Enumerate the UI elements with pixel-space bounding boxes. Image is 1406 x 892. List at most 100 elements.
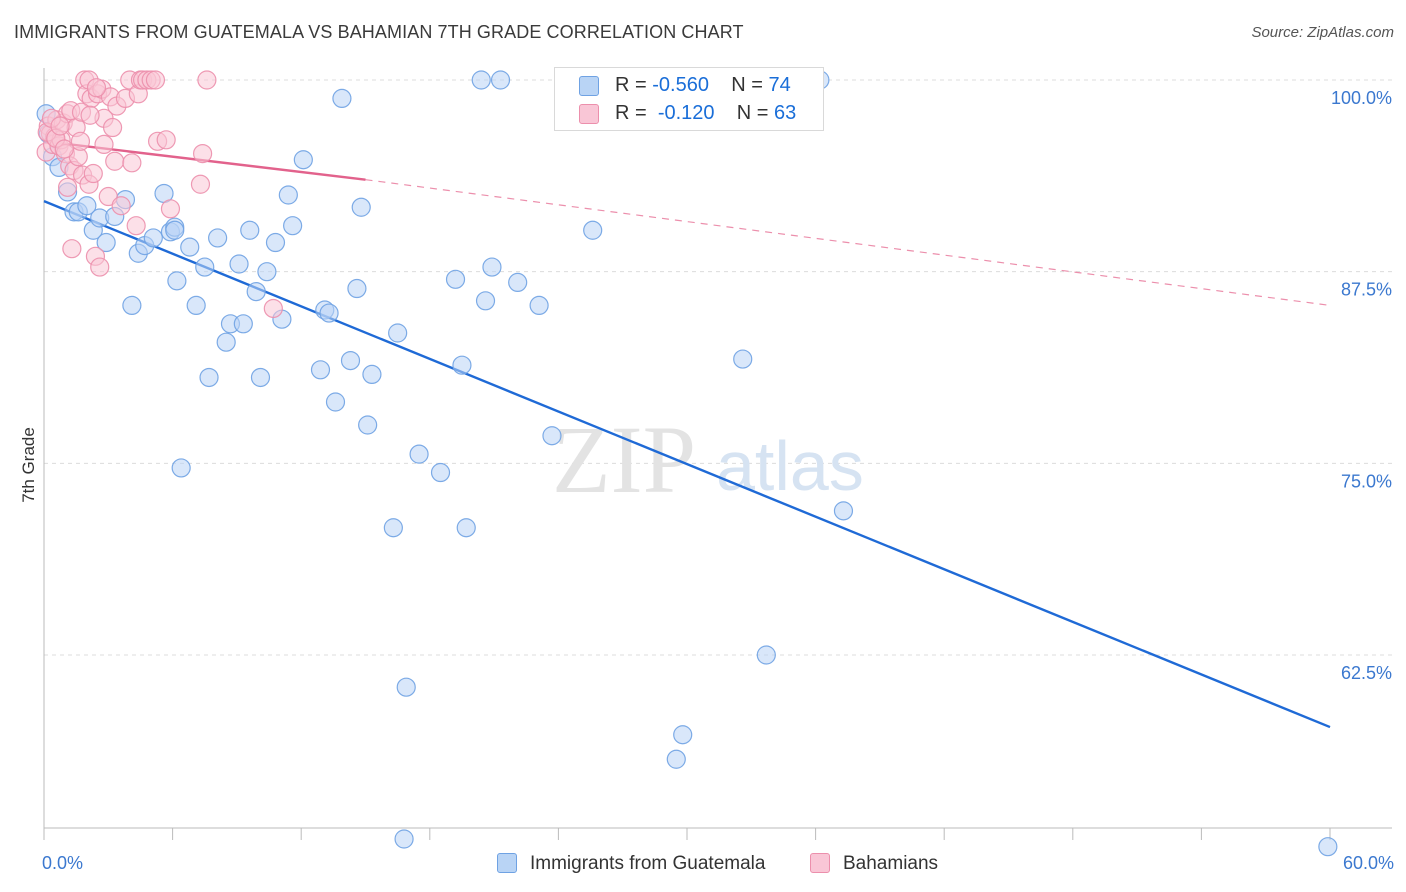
point-0-45 bbox=[332, 88, 352, 109]
series-points-1 bbox=[36, 70, 283, 319]
point-1-30 bbox=[94, 134, 114, 154]
point-1-24 bbox=[83, 163, 103, 184]
point-1-36 bbox=[111, 196, 131, 216]
point-1-52 bbox=[197, 70, 217, 90]
legend-r-label: R = bbox=[615, 74, 647, 96]
y-tick-label-0: 62.5% bbox=[1341, 663, 1392, 683]
point-0-71 bbox=[756, 645, 776, 665]
point-0-53 bbox=[394, 829, 414, 849]
point-1-48 bbox=[156, 130, 176, 150]
point-1-40 bbox=[126, 216, 146, 236]
point-1-33 bbox=[102, 117, 123, 138]
point-0-23 bbox=[180, 237, 200, 257]
point-0-28 bbox=[216, 332, 236, 352]
point-0-63 bbox=[490, 70, 511, 90]
point-0-40 bbox=[293, 150, 313, 170]
point-0-54 bbox=[396, 677, 416, 697]
point-0-44 bbox=[325, 392, 346, 412]
point-0-22 bbox=[171, 458, 191, 478]
point-0-21 bbox=[167, 271, 187, 291]
point-0-58 bbox=[452, 355, 472, 375]
point-0-10 bbox=[96, 232, 116, 253]
axes bbox=[43, 68, 1392, 840]
point-0-48 bbox=[351, 197, 371, 217]
point-0-47 bbox=[347, 278, 367, 299]
point-0-70 bbox=[733, 349, 753, 369]
point-1-49 bbox=[160, 199, 181, 219]
point-0-50 bbox=[362, 364, 382, 384]
series-name-bahamians: Bahamians bbox=[843, 853, 939, 874]
point-0-38 bbox=[278, 185, 298, 205]
data-points bbox=[36, 70, 1338, 857]
point-1-27 bbox=[90, 257, 110, 277]
point-0-25 bbox=[195, 257, 215, 277]
point-0-73 bbox=[833, 501, 854, 521]
point-0-69 bbox=[673, 725, 693, 745]
point-0-64 bbox=[508, 272, 528, 292]
point-0-46 bbox=[340, 351, 361, 371]
point-0-35 bbox=[257, 262, 277, 282]
trend-extension-bahamians bbox=[365, 179, 1331, 306]
point-0-34 bbox=[250, 367, 271, 388]
source-credit: Source: ZipAtlas.com bbox=[1251, 24, 1394, 41]
point-0-55 bbox=[409, 444, 429, 464]
point-0-32 bbox=[240, 220, 260, 240]
y-tick-label-3: 100.0% bbox=[1331, 88, 1392, 108]
y-tick-label-2: 87.5% bbox=[1341, 280, 1392, 300]
legend-swatch-guatemala bbox=[579, 76, 599, 96]
point-0-43 bbox=[319, 303, 339, 323]
tick-labels: 62.5% 75.0% 87.5% 100.0% 0.0% 60.0% bbox=[42, 88, 1394, 873]
point-0-41 bbox=[310, 360, 331, 380]
point-0-26 bbox=[199, 367, 219, 388]
legend-n-value: 63 bbox=[774, 102, 797, 124]
point-0-49 bbox=[358, 415, 378, 435]
point-0-65 bbox=[529, 295, 549, 315]
point-1-61 bbox=[80, 105, 100, 125]
series-swatch-guatemala bbox=[497, 853, 517, 873]
point-0-52 bbox=[388, 323, 408, 343]
legend-swatch-bahamians bbox=[579, 104, 599, 124]
point-0-56 bbox=[430, 462, 451, 483]
point-0-57 bbox=[445, 269, 466, 289]
correlation-legend: R = -0.560 N = 74 R = -0.120 N = 63 bbox=[554, 67, 824, 131]
point-0-66 bbox=[542, 426, 562, 446]
point-1-34 bbox=[105, 151, 125, 171]
legend-n-label: N = bbox=[736, 102, 769, 124]
legend-n-label: N = bbox=[731, 74, 763, 96]
chart-title: IMMIGRANTS FROM GUATEMALA VS BAHAMIAN 7T… bbox=[14, 22, 744, 42]
point-1-10 bbox=[57, 177, 78, 197]
legend-r-value: -0.120 bbox=[657, 102, 715, 124]
point-1-53 bbox=[263, 298, 283, 319]
point-1-39 bbox=[122, 153, 142, 173]
point-0-13 bbox=[122, 295, 142, 315]
point-1-57 bbox=[50, 116, 70, 136]
point-0-74 bbox=[1318, 837, 1338, 857]
legend-n-value: 74 bbox=[768, 74, 791, 96]
watermark-atlas: atlas bbox=[716, 427, 864, 505]
point-0-60 bbox=[471, 70, 491, 90]
point-1-62 bbox=[86, 78, 107, 98]
point-1-17 bbox=[70, 131, 91, 151]
point-1-46 bbox=[145, 70, 166, 90]
point-0-7 bbox=[77, 196, 97, 216]
legend-r-label: R = bbox=[615, 102, 647, 124]
point-0-33 bbox=[246, 282, 266, 302]
point-0-30 bbox=[229, 254, 249, 274]
point-1-13 bbox=[62, 239, 82, 259]
trend-line-guatemala bbox=[43, 200, 1331, 729]
y-tick-label-1: 75.0% bbox=[1341, 471, 1392, 491]
x-tick-label-max: 60.0% bbox=[1343, 853, 1394, 873]
watermark-zip: ZIP bbox=[552, 406, 696, 513]
x-tick-label-min: 0.0% bbox=[42, 853, 83, 873]
point-1-51 bbox=[193, 144, 213, 164]
point-0-16 bbox=[143, 228, 163, 248]
point-0-59 bbox=[456, 518, 476, 538]
point-0-27 bbox=[208, 228, 228, 248]
point-0-62 bbox=[482, 257, 502, 277]
point-0-31 bbox=[233, 314, 253, 334]
point-1-50 bbox=[190, 174, 211, 194]
point-0-24 bbox=[186, 295, 206, 315]
point-0-20 bbox=[165, 220, 185, 240]
point-0-36 bbox=[265, 232, 286, 253]
